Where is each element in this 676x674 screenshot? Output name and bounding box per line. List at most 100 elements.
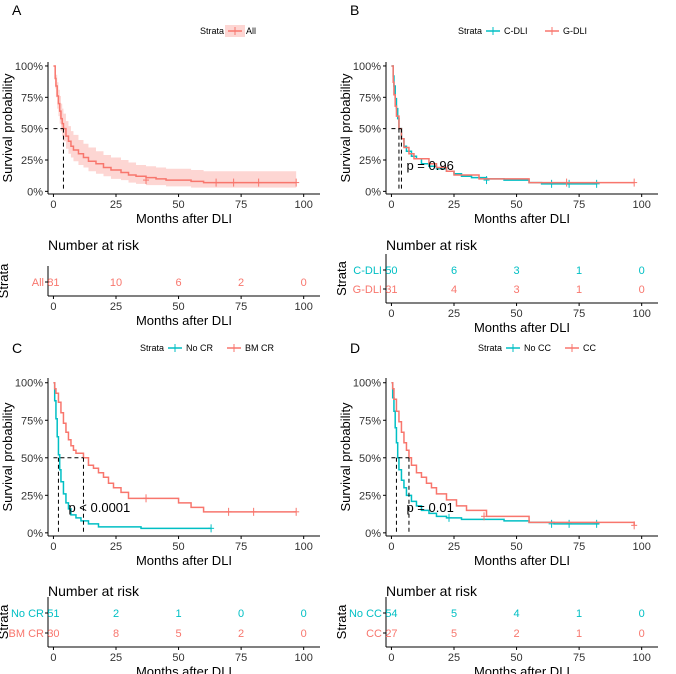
legend-label: CC [583,343,596,353]
y-tick-label: 100% [353,61,381,73]
risk-row-label: G-DLI [353,284,382,296]
x-tick-label: 50 [510,199,522,211]
risk-x-tick-label: 75 [235,301,247,313]
x-tick-label: 75 [573,199,585,211]
risk-count: 5 [451,628,457,640]
risk-y-axis-label: Strata [0,604,11,639]
risk-count: 1 [576,265,582,277]
y-tick-label: 50% [359,124,381,136]
x-tick-label: 75 [235,199,247,211]
survival-curve-all [53,65,297,184]
risk-x-tick-label: 50 [172,301,184,313]
risk-x-axis-label: Months after DLI [474,664,570,674]
legend: Strata No CR BM CR [140,343,275,353]
risk-count: 31 [385,284,397,296]
x-tick-label: 0 [50,199,56,211]
x-tick-label: 25 [110,199,122,211]
risk-x-tick-label: 25 [448,652,460,664]
risk-count: 4 [451,284,457,296]
risk-x-tick-label: 75 [573,308,585,320]
y-tick-label: 25% [21,490,43,502]
risk-count: 4 [513,608,519,620]
risk-x-tick-label: 0 [50,301,56,313]
y-tick-label: 50% [359,453,381,465]
risk-count: 1 [576,608,582,620]
risk-row-label: CC [366,628,382,640]
x-axis-label: Months after DLI [474,553,570,568]
survival-curve-no-cc [391,381,600,525]
risk-y-axis-label: Strata [334,604,349,639]
y-axis-label: Survival probability [0,73,15,183]
risk-row-label: No CC [349,608,382,620]
panel-b: B Strata C-DLI G-DLI p = 0.96 0% 25% 50% 75% 100%… [334,2,658,335]
risk-count: 30 [47,628,59,640]
risk-count: 0 [639,284,645,296]
risk-count: 3 [513,265,519,277]
risk-table-title: Number at risk [386,583,478,599]
survival-curve-bm-cr [53,381,297,513]
panel-d: D Strata No CC CCp = 0.010%25%50%75%100%0 25… [334,340,658,674]
y-tick-label: 0% [27,528,43,540]
risk-count: 0 [639,628,645,640]
x-tick-label: 0 [388,199,394,211]
y-tick-label: 75% [21,415,43,427]
risk-x-tick-label: 25 [110,301,122,313]
legend: Strata C-DLI G-DLI [458,26,587,36]
survival-curve-no-cr [53,381,212,530]
legend: Strata No CC CC [478,343,596,353]
risk-count: 2 [513,628,519,640]
panel-letter: A [12,2,22,18]
risk-count: 0 [301,608,307,620]
x-tick-label: 50 [510,541,522,553]
risk-y-axis-label: Strata [334,260,349,295]
y-tick-label: 100% [353,378,381,390]
y-axis-label: Survival probability [338,73,353,183]
x-tick-label: 100 [633,199,651,211]
risk-x-tick-label: 0 [388,652,394,664]
risk-count: 3 [513,284,519,296]
x-tick-label: 25 [448,199,460,211]
x-tick-label: 50 [172,199,184,211]
x-axis-label: Months after DLI [136,211,232,226]
risk-count: 8 [113,628,119,640]
risk-count: 5 [175,628,181,640]
risk-x-tick-label: 25 [448,308,460,320]
p-value: p < 0.0001 [68,500,130,515]
legend-label: BM CR [245,343,275,353]
risk-count: 2 [238,277,244,289]
risk-count: 0 [301,628,307,640]
risk-row-label: C-DLI [353,265,382,277]
legend-label: No CC [524,343,552,353]
risk-count: 51 [47,608,59,620]
risk-table-title: Number at risk [48,237,140,253]
panel-letter: C [12,340,22,356]
survival-curve-cc [391,381,635,526]
risk-x-tick-label: 50 [510,308,522,320]
risk-x-tick-label: 100 [633,652,651,664]
risk-count: 2 [113,608,119,620]
y-axis-label: Survival probability [338,402,353,512]
y-tick-label: 25% [359,490,381,502]
y-tick-label: 25% [21,155,43,167]
risk-x-tick-label: 0 [50,652,56,664]
legend-title: Strata [458,26,482,36]
risk-x-tick-label: 75 [235,652,247,664]
y-tick-label: 0% [27,186,43,198]
risk-table-title: Number at risk [386,237,478,253]
legend-label: C-DLI [504,26,528,36]
x-tick-label: 100 [633,541,651,553]
y-tick-label: 100% [15,378,43,390]
x-axis-label: Months after DLI [136,553,232,568]
x-axis-label: Months after DLI [474,211,570,226]
risk-x-axis-label: Months after DLI [136,664,232,674]
risk-count: 1 [175,608,181,620]
survival-curve-g-dli [391,65,635,184]
x-tick-label: 50 [172,541,184,553]
x-tick-label: 0 [388,541,394,553]
risk-x-tick-label: 100 [295,652,313,664]
risk-x-tick-label: 75 [573,652,585,664]
y-tick-label: 75% [359,92,381,104]
p-value: p = 0.96 [406,158,453,173]
